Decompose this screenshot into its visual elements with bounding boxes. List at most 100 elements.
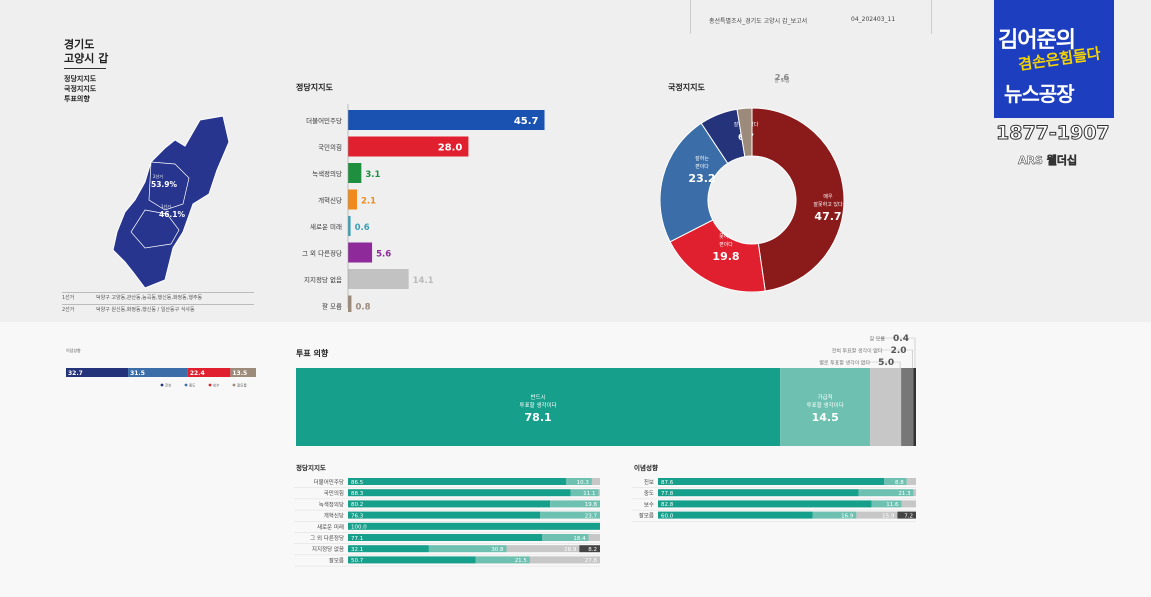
report-header: 총선특별조사_경기도 고양시 갑_보고서 04_202403_11: [690, 0, 932, 34]
cross-segment-value: 23.7: [585, 513, 598, 519]
vote-segment-label: 반드시: [531, 393, 546, 401]
cross-segment: [348, 534, 543, 541]
vote-segment: [780, 368, 871, 446]
region-title: 경기도 고양시 갑: [64, 38, 108, 66]
party-cross-title: 정당지지도: [296, 464, 326, 472]
cross-row-label: 개혁신당: [324, 512, 344, 520]
cross-segment-value: 77.1: [351, 536, 363, 542]
cross-segment-value: 11.6: [886, 502, 899, 508]
bar-value-label: 3.1: [365, 170, 380, 180]
vote-annotation-label: 별로 투표할 생각이 없다: [819, 360, 870, 367]
cross-segment-value: 19.8: [585, 502, 598, 508]
donut-slice-label: 잘 모름: [774, 77, 790, 84]
bar-category-label: 더불어민주당: [306, 116, 342, 125]
cross-segment: [598, 489, 600, 497]
donut-slice-label: 잘하는: [695, 155, 709, 162]
vote-segment-label: 가급적: [818, 393, 833, 401]
donut-slice-value: 47.7: [814, 210, 841, 223]
map-label-2-value: 53.9%: [151, 180, 178, 189]
cross-row-label: 새로운 미래: [317, 523, 344, 531]
cross-segment: [565, 478, 592, 485]
donut-slice-value: 23.2: [688, 172, 715, 185]
cross-segment-value: 11.1: [583, 491, 595, 497]
cross-segment: [906, 478, 916, 485]
map-label-2-name: 2선거: [153, 173, 163, 179]
donut-slice-label: 잘못하고 있다: [813, 201, 843, 208]
cross-segment-value: 32.1: [351, 547, 363, 553]
sub-item-gov: 국정지지도: [64, 85, 97, 93]
logo-years: 1877-1907: [996, 122, 1111, 145]
vote-annotation-label: 잘 모름: [870, 336, 886, 343]
channel-logo: [994, 0, 1114, 118]
cross-segment-value: 27.8: [585, 558, 598, 564]
cross-segment: [901, 500, 916, 508]
bar-category-label: 개혁신당: [318, 196, 342, 205]
cross-segment: [550, 500, 600, 508]
vote-annotation-line: [875, 337, 916, 368]
donut-slice-label: 매우: [823, 193, 833, 200]
cross-segment: [588, 534, 600, 541]
bar: [348, 189, 358, 210]
vote-segment-label: 투표할 생각이다: [520, 401, 557, 409]
cross-segment: [348, 522, 600, 530]
ideology-cross-chart: 진보 87.6 8.8 중도 77.8 21.3 보수 82.8 11.6 잘모름 60.0 16.9…: [632, 478, 916, 522]
bar-value-label: 28.0: [438, 143, 463, 154]
cross-segment: [658, 489, 859, 497]
legend-label: 보수: [213, 383, 220, 388]
vote-annotation-value: 0.4: [893, 334, 909, 344]
vote-chart-title: 투표 의향: [296, 349, 329, 358]
cross-segment-value: 15.9: [882, 513, 895, 519]
cross-segment: [591, 478, 600, 485]
party-chart-title: 정당지지도: [296, 83, 333, 92]
vote-annotation-label: 전혀 투표할 생각이 없다: [832, 348, 883, 355]
bar-category-label: 잘 모름: [322, 303, 342, 311]
cross-segment-value: 8.8: [895, 480, 904, 486]
logo-line3: 뉴스공장: [1004, 82, 1075, 106]
cross-segment: [542, 534, 589, 541]
cross-segment: [897, 511, 916, 519]
cross-segment-value: 28.9: [564, 547, 577, 553]
region-sub-list: 정당지지도 국정지지도 투표의향: [64, 74, 96, 104]
party-cross-chart: 더불어민주당 86.5 10.3 국민의힘 88.3 11.1 녹색정의당 80.2 19.8 개…: [294, 478, 600, 567]
cross-row-label: 그 외 다른정당: [310, 534, 344, 542]
cross-segment: [348, 511, 541, 519]
vote-segment-label: 투표할 생각이다: [807, 401, 844, 409]
cross-segment-value: 60.0: [661, 513, 674, 519]
bar-category-label: 지지정당 없음: [304, 275, 342, 284]
cross-segment-value: 18.4: [573, 536, 586, 542]
bar-value-label: 0.8: [355, 303, 370, 313]
district-border-1: [130, 209, 180, 249]
cross-row-label: 더불어민주당: [314, 478, 344, 486]
cross-segment: [858, 489, 914, 497]
cross-segment: [348, 478, 566, 485]
cross-segment-value: 30.8: [491, 547, 504, 553]
cross-row-label: 진보: [644, 478, 654, 486]
gov-chart-title: 국정지지도: [668, 83, 705, 92]
vote-segment: [901, 368, 914, 446]
region-title-line1: 경기도: [64, 38, 95, 51]
bar-category-label: 새로운 미래: [310, 222, 342, 231]
cross-segment-value: 76.3: [351, 513, 364, 519]
vote-annotation-value: 2.0: [891, 346, 907, 356]
vote-annotation-line: [860, 361, 901, 368]
bar: [348, 242, 373, 263]
cross-segment: [579, 545, 600, 553]
cross-segment: [348, 500, 551, 508]
donut-slice-label: 못하는: [719, 233, 733, 240]
cross-segment-value: 77.8: [661, 491, 674, 497]
bar: [348, 136, 469, 157]
cross-segment: [529, 556, 600, 564]
ideology-segment: [187, 368, 231, 377]
cross-segment-value: 87.6: [661, 480, 674, 486]
map-table-col: 2선거: [62, 307, 75, 313]
sub-item-party: 정당지지도: [64, 75, 97, 83]
cross-segment: [348, 556, 476, 564]
cross-row-label: 잘모름: [639, 512, 654, 520]
district-shape: [112, 115, 230, 289]
donut-slice: [669, 219, 766, 292]
cross-row-label: 보수: [644, 501, 654, 508]
ideology-segment: [230, 368, 256, 377]
legend-label: 잘모름: [237, 383, 247, 388]
